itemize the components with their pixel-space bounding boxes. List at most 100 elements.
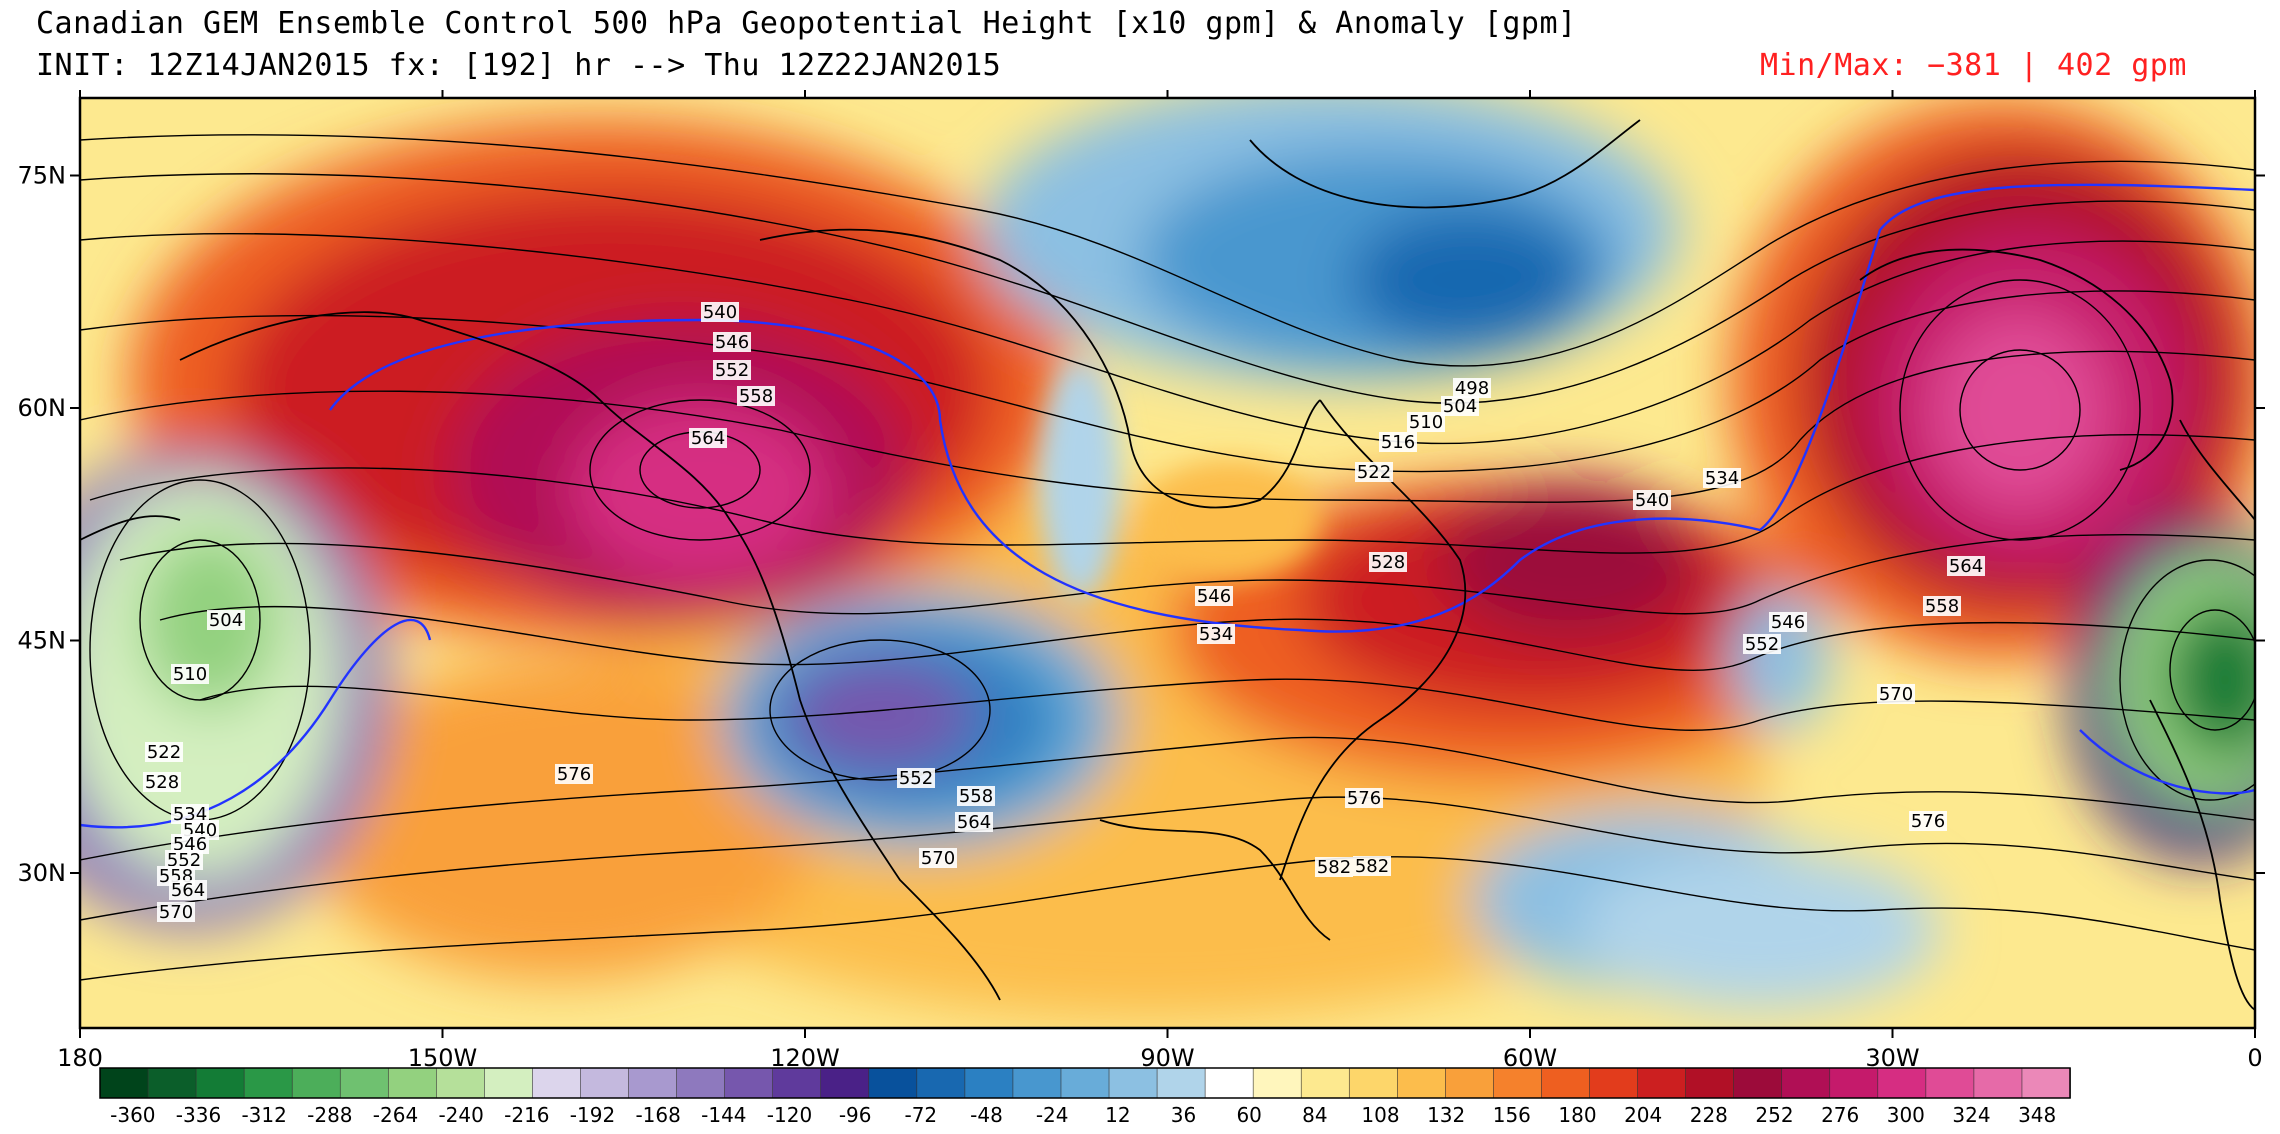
contour-label: 516 — [1379, 432, 1417, 453]
svg-text:546: 546 — [715, 332, 749, 353]
colorbar-label: -48 — [970, 1103, 1003, 1127]
colorbar-swatch — [1829, 1067, 1879, 1099]
contour-label: 564 — [1947, 556, 1985, 577]
colorbar-label: 60 — [1236, 1103, 1261, 1127]
colorbar-label: -168 — [635, 1103, 680, 1127]
contour-label: 498 — [1453, 378, 1491, 399]
coastlines — [80, 119, 2255, 1011]
colorbar-swatch — [820, 1067, 870, 1099]
colorbar-swatch — [1108, 1067, 1158, 1099]
lon-label: 0 — [2247, 1044, 2262, 1072]
svg-text:564: 564 — [171, 880, 205, 901]
svg-text:558: 558 — [739, 386, 773, 407]
svg-text:528: 528 — [145, 772, 179, 793]
contour-label: 528 — [143, 772, 181, 793]
contour-label: 570 — [919, 848, 957, 869]
colorbar-swatch — [580, 1067, 630, 1099]
contour-label: 534 — [1197, 624, 1235, 645]
svg-text:546: 546 — [173, 834, 207, 855]
colorbar-swatch — [1300, 1067, 1351, 1099]
colorbar-label: -72 — [904, 1103, 937, 1127]
colorbar-label: 276 — [1821, 1103, 1859, 1127]
colorbar-label: 228 — [1690, 1103, 1728, 1127]
contour-label: 528 — [1369, 552, 1407, 573]
colorbar-label: -216 — [504, 1103, 549, 1127]
colorbar-label: -288 — [307, 1103, 352, 1127]
contour-label: 534 — [1703, 468, 1741, 489]
colorbar-label: 348 — [2018, 1103, 2056, 1127]
colorbar-swatch — [964, 1067, 1014, 1099]
contour-label: 510 — [171, 664, 209, 685]
svg-text:510: 510 — [173, 664, 207, 685]
colorbar-swatch — [387, 1067, 438, 1099]
svg-text:516: 516 — [1381, 432, 1415, 453]
contour-label: 558 — [957, 786, 995, 807]
colorbar-label: 180 — [1558, 1103, 1596, 1127]
svg-text:570: 570 — [159, 902, 193, 923]
colorbar-swatch — [772, 1067, 822, 1099]
colorbar-swatch — [1637, 1067, 1687, 1099]
contour-label: 504 — [207, 610, 245, 631]
colorbar-label: -96 — [839, 1103, 872, 1127]
colorbar-swatch — [1493, 1067, 1543, 1099]
colorbar-label: 300 — [1887, 1103, 1925, 1127]
svg-text:582: 582 — [1355, 856, 1389, 877]
colorbar-swatch — [195, 1067, 245, 1099]
contour-label: 540 — [701, 302, 739, 323]
lon-label: 180 — [57, 1044, 103, 1072]
colorbar-swatch — [436, 1067, 486, 1099]
contour-label: 552 — [1743, 634, 1781, 655]
svg-text:504: 504 — [209, 610, 243, 631]
colorbar-swatch — [628, 1067, 678, 1099]
colorbar-swatch — [243, 1067, 293, 1099]
colorbar-swatch — [1060, 1067, 1110, 1099]
contour-label: 582 — [1353, 856, 1391, 877]
svg-text:570: 570 — [921, 848, 955, 869]
contour-label: 540 — [1633, 490, 1671, 511]
svg-text:552: 552 — [167, 850, 201, 871]
colorbar-swatch — [1685, 1067, 1735, 1099]
svg-text:534: 534 — [1199, 624, 1233, 645]
map-title: Canadian GEM Ensemble Control 500 hPa Ge… — [36, 6, 1577, 41]
colorbar-swatch — [1397, 1067, 1447, 1099]
svg-text:498: 498 — [1455, 378, 1489, 399]
colorbar: -360 -336 -312 -288 -264 -240 -216 -192 -168 -144… — [99, 1067, 2071, 1127]
contour-label: 504 — [1441, 396, 1479, 417]
height-contours — [80, 134, 2255, 981]
colorbar-label: 84 — [1302, 1103, 1327, 1127]
colorbar-swatch — [1589, 1067, 1639, 1099]
contour-label: 576 — [555, 764, 593, 785]
contour-label: 534 — [171, 804, 209, 825]
contour-label: 546 — [1195, 586, 1233, 607]
contour-label: 564 — [689, 428, 727, 449]
colorbar-swatch — [1877, 1067, 1927, 1099]
contour-label: 552 — [165, 850, 203, 871]
lat-label: 30N — [18, 859, 67, 887]
svg-text:552: 552 — [1745, 634, 1779, 655]
lat-label: 75N — [18, 162, 67, 190]
svg-text:552: 552 — [715, 360, 749, 381]
svg-text:570: 570 — [1879, 684, 1913, 705]
contour-label: 546 — [713, 332, 751, 353]
colorbar-label: -240 — [438, 1103, 483, 1127]
svg-text:576: 576 — [557, 764, 591, 785]
svg-text:540: 540 — [1635, 490, 1669, 511]
colorbar-swatch — [2021, 1067, 2071, 1099]
contour-label: 558 — [1923, 596, 1961, 617]
colorbar-label: -192 — [570, 1103, 615, 1127]
svg-text:534: 534 — [1705, 468, 1739, 489]
svg-text:576: 576 — [1347, 788, 1381, 809]
svg-text:558: 558 — [959, 786, 993, 807]
contour-label: 522 — [145, 742, 183, 763]
contour-label: 570 — [1877, 684, 1915, 705]
colorbar-swatch — [1781, 1067, 1831, 1099]
contour-label: 552 — [713, 360, 751, 381]
contour-labels: 5405465525585644985045105165225285345405… — [143, 302, 1985, 923]
colorbar-swatch — [1973, 1067, 2023, 1099]
svg-text:558: 558 — [1925, 596, 1959, 617]
contour-label: 564 — [169, 880, 207, 901]
colorbar-label: -312 — [241, 1103, 286, 1127]
colorbar-swatch — [484, 1067, 534, 1099]
contour-label: 510 — [1407, 412, 1445, 433]
